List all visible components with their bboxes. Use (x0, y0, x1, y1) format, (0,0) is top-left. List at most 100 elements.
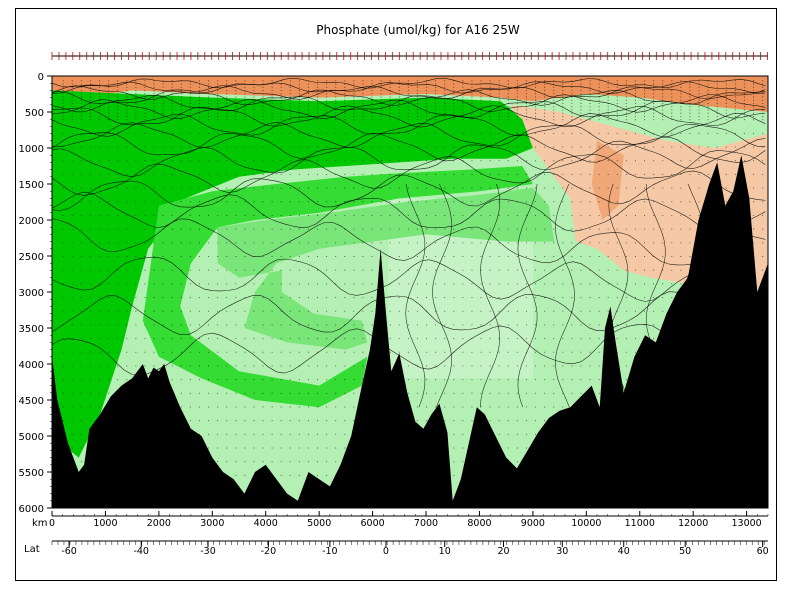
sample-dot (453, 283, 455, 285)
sample-dot (525, 112, 527, 114)
sample-dot (707, 106, 709, 108)
sample-dot (262, 160, 264, 162)
sample-dot (262, 146, 264, 148)
sample-dot (598, 160, 600, 162)
sample-dot (571, 310, 573, 312)
sample-dot (171, 338, 173, 340)
sample-dot (653, 99, 655, 101)
sample-dot (344, 297, 346, 299)
sample-dot (117, 106, 119, 108)
sample-dot (489, 103, 491, 104)
sample-dot (516, 297, 518, 299)
sample-dot (398, 283, 400, 285)
sample-dot (525, 93, 527, 95)
sample-dot (535, 310, 537, 312)
sample-dot (108, 132, 110, 134)
sample-dot (762, 187, 764, 189)
sample-dot (317, 447, 319, 449)
sample-dot (444, 96, 446, 98)
sample-dot (126, 269, 128, 271)
sample-dot (416, 324, 418, 326)
sample-dot (580, 106, 582, 108)
sample-dot (625, 379, 627, 381)
sample-dot (289, 379, 291, 381)
sample-dot (126, 160, 128, 162)
sample-dot (280, 96, 282, 98)
sample-dot (71, 351, 73, 353)
sample-dot (99, 103, 101, 104)
sample-dot (444, 392, 446, 394)
sample-dot (435, 228, 437, 230)
sample-dot (471, 132, 473, 134)
sample-dot (607, 310, 609, 312)
sample-dot (208, 447, 210, 449)
sample-dot (226, 461, 228, 463)
sample-dot (607, 160, 609, 162)
sample-dot (62, 297, 64, 299)
sample-dot (653, 283, 655, 285)
sample-dot (208, 433, 210, 435)
sample-dot (426, 283, 428, 285)
sample-dot (298, 99, 300, 101)
sample-dot (253, 160, 255, 162)
sample-dot (743, 119, 745, 121)
sample-dot (716, 115, 718, 117)
sample-dot (99, 106, 101, 108)
sample-dot (198, 201, 200, 203)
sample-dot (571, 83, 573, 85)
sample-dot (271, 447, 273, 449)
contour-line (51, 98, 766, 120)
sample-dot (162, 310, 164, 312)
sample-dot (99, 109, 101, 111)
sample-dot (544, 228, 546, 230)
sample-dot (762, 103, 764, 104)
sample-dot (280, 90, 282, 92)
sample-dot (217, 96, 219, 98)
sample-dot (516, 283, 518, 285)
sample-dot (235, 119, 237, 121)
sample-dot (616, 99, 618, 101)
sample-dot (180, 93, 182, 95)
sample-dot (589, 338, 591, 340)
sample-dot (71, 310, 73, 312)
sample-dot (535, 119, 537, 121)
sample-dot (271, 392, 273, 394)
sample-dot (353, 420, 355, 422)
sample-dot (244, 338, 246, 340)
sample-dot (544, 379, 546, 381)
sample-dot (371, 173, 373, 175)
sample-dot (571, 228, 573, 230)
sample-dot (671, 283, 673, 285)
sample-dot (653, 80, 655, 82)
sample-dot (198, 297, 200, 299)
sample-dot (634, 112, 636, 114)
sample-dot (99, 119, 101, 121)
sample-dot (280, 447, 282, 449)
sample-dot (435, 112, 437, 114)
sample-dot (562, 96, 564, 98)
sample-dot (398, 106, 400, 108)
sample-dot (462, 242, 464, 244)
sample-dot (535, 173, 537, 175)
sample-dot (562, 310, 564, 312)
sample-dot (562, 103, 564, 104)
sample-dot (135, 99, 137, 101)
sample-dot (362, 324, 364, 326)
region-north-core-low (591, 140, 624, 220)
sample-dot (426, 146, 428, 148)
sample-dot (625, 86, 627, 88)
sample-dot (571, 201, 573, 203)
sample-dot (398, 96, 400, 98)
sample-dot (507, 103, 509, 104)
sample-dot (362, 351, 364, 353)
sample-dot (62, 187, 64, 189)
sample-dot (126, 93, 128, 95)
sample-dot (262, 112, 264, 114)
sample-dot (108, 214, 110, 216)
sample-dot (135, 146, 137, 148)
sample-dot (644, 297, 646, 299)
sample-dot (226, 365, 228, 367)
chart-title: Phosphate (umol/kg) for A16 25W (316, 23, 520, 37)
sample-dot (653, 119, 655, 121)
